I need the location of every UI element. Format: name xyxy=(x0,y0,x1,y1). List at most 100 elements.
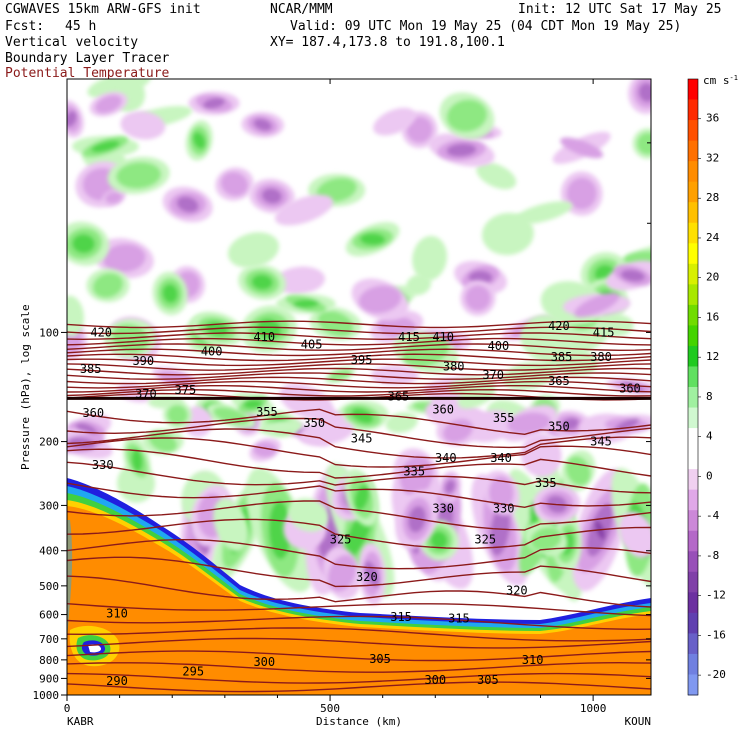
contour-label: 360 xyxy=(619,382,641,396)
velocity-cell xyxy=(241,111,285,138)
contour-label: 330 xyxy=(493,502,515,516)
velocity-cell xyxy=(246,467,314,593)
velocity-cell xyxy=(67,100,84,138)
y-tick-label: 700 xyxy=(39,633,59,646)
contour-label: 360 xyxy=(432,402,454,416)
velocity-cell xyxy=(86,268,130,303)
colorbar-label: 28 xyxy=(706,191,719,204)
contour-label: 415 xyxy=(593,325,615,339)
y-tick-label: 200 xyxy=(39,436,59,449)
colorbar-swatch xyxy=(688,530,698,552)
init-time: Init: 12 UTC Sat 17 May 25 xyxy=(518,2,722,17)
contour-label: 340 xyxy=(490,451,512,465)
isentrope xyxy=(67,388,651,397)
contour-label: 330 xyxy=(432,502,454,516)
contour-label: 385 xyxy=(551,350,573,364)
contour-label: 365 xyxy=(388,389,410,403)
colorbar-swatch xyxy=(688,202,698,224)
colorbar-swatch xyxy=(688,99,698,121)
isentrope xyxy=(67,353,651,362)
potential-temperature-contours xyxy=(67,320,651,693)
colorbar-label: -12 xyxy=(706,589,726,602)
isentrope xyxy=(67,500,651,531)
plot-frame xyxy=(66,78,652,696)
colorbar-label: -4 xyxy=(706,509,720,522)
colorbar-swatch xyxy=(688,366,698,388)
velocity-cell xyxy=(188,91,240,115)
velocity-cell xyxy=(514,201,573,225)
contour-label: 340 xyxy=(435,451,457,465)
contour-label: 410 xyxy=(253,330,275,344)
field-label-boundary-layer-tracer: Boundary Layer Tracer xyxy=(5,51,170,66)
distance-axis: 0 500 1000 xyxy=(64,79,607,715)
isentrope xyxy=(67,575,651,608)
colorbar-swatch xyxy=(688,633,698,655)
isentrope xyxy=(67,637,651,649)
velocity-cell xyxy=(412,235,448,281)
isentrope xyxy=(67,672,651,684)
colorbar-label: 8 xyxy=(706,390,713,403)
contour-label: 310 xyxy=(106,607,128,621)
velocity-cell xyxy=(249,437,281,462)
contour-label: 305 xyxy=(477,673,499,687)
contour-label: 355 xyxy=(493,411,515,425)
cross-section-endpoints: XY= 187.4,173.8 to 191.8,100.1 xyxy=(270,35,505,50)
velocity-cell xyxy=(240,305,297,353)
colorbar-swatch xyxy=(688,510,698,532)
isentrope xyxy=(67,650,651,662)
colorbar-swatch xyxy=(688,161,698,183)
contour-label: 315 xyxy=(448,611,470,625)
colorbar-swatch xyxy=(688,489,698,511)
isentrope xyxy=(67,367,651,376)
velocity-cell xyxy=(428,133,495,167)
colorbar-label: -20 xyxy=(706,668,726,681)
contour-label: 380 xyxy=(443,359,465,373)
contour-label: 420 xyxy=(90,325,112,339)
velocity-cell xyxy=(162,186,213,223)
contour-label: 320 xyxy=(356,570,378,584)
x-tick-label: 500 xyxy=(320,702,340,715)
y-tick-label: 400 xyxy=(39,545,59,558)
x-tick-label: 1000 xyxy=(580,702,607,715)
contour-label: 345 xyxy=(351,431,373,445)
contour-label: 305 xyxy=(369,652,391,666)
colorbar-swatch xyxy=(688,325,698,347)
y-tick-label: 300 xyxy=(39,499,59,512)
colorbar-label: 32 xyxy=(706,151,719,164)
isentrope xyxy=(67,661,651,673)
velocity-cell xyxy=(552,131,611,164)
velocity-cell xyxy=(460,280,496,316)
velocity-cell xyxy=(298,419,354,446)
contour-label: 410 xyxy=(432,330,454,344)
field-label-vertical-velocity: Vertical velocity xyxy=(5,35,139,50)
colorbar-swatch xyxy=(688,592,698,614)
colorbar-label: -8 xyxy=(706,549,719,562)
colorbar-swatch xyxy=(688,243,698,265)
contour-label: 370 xyxy=(482,368,504,382)
right-endpoint-label: KOUN xyxy=(625,715,652,728)
velocity-cell xyxy=(279,383,334,420)
velocity-cell xyxy=(101,189,126,207)
isentrope xyxy=(67,428,651,459)
y-axis-label: Pressure (hPa), log scale xyxy=(19,304,32,470)
isentrope xyxy=(67,627,651,642)
velocity-cell xyxy=(274,194,334,226)
colorbar-label: 24 xyxy=(706,231,720,244)
colorbar-swatch xyxy=(688,653,698,675)
colorbar-swatch xyxy=(688,140,698,162)
velocity-cell xyxy=(213,498,249,552)
isentrope xyxy=(67,681,651,693)
velocity-cell xyxy=(215,167,254,201)
contour-label: 395 xyxy=(351,353,373,367)
velocity-cell xyxy=(67,295,84,337)
contour-label: 350 xyxy=(303,416,325,430)
isentrope xyxy=(67,320,651,329)
colorbar-unit: cm s-1 xyxy=(703,74,738,87)
y-tick-label: 600 xyxy=(39,609,59,622)
pressure-axis: 100 200 300 400 500 600 700 800 900 1000 xyxy=(33,142,651,702)
contour-label: 300 xyxy=(424,673,446,687)
isentrope xyxy=(67,437,651,468)
velocity-cell xyxy=(89,91,128,117)
contour-label: 365 xyxy=(548,374,570,388)
